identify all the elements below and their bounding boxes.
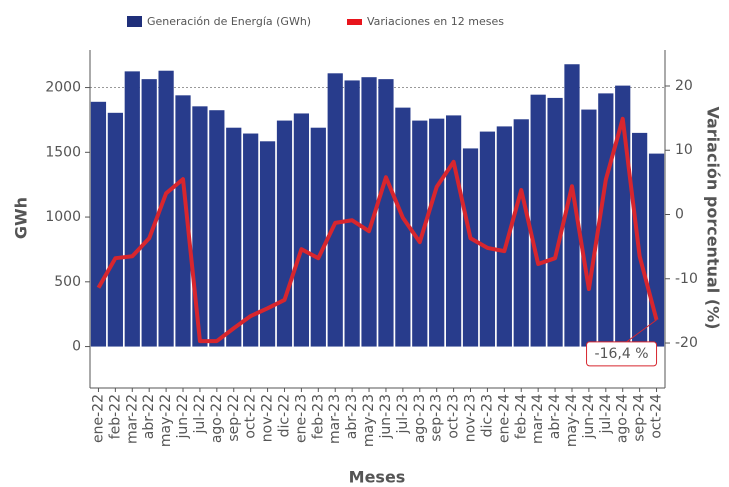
legend-swatch [347, 19, 362, 25]
x-tick-label: mar-22 [124, 394, 140, 444]
y-tick-label: 2000 [45, 80, 81, 96]
y2-tick-label: -10 [675, 271, 698, 287]
x-tick-label: nov-23 [463, 394, 479, 442]
bar [243, 133, 259, 347]
x-tick-label: feb-22 [107, 394, 123, 439]
x-tick-label: ene-23 [293, 394, 309, 443]
bar [378, 79, 394, 347]
x-tick-label: feb-23 [310, 394, 326, 439]
x-tick-label: jun-24 [581, 394, 597, 440]
bar [564, 64, 580, 347]
x-tick-label: abr-24 [547, 394, 563, 439]
bar [581, 109, 597, 347]
bar [344, 80, 360, 347]
bar [632, 132, 648, 347]
x-tick-label: oct-22 [243, 394, 259, 439]
x-tick-label: mar-24 [530, 394, 546, 444]
x-tick-label: feb-24 [513, 394, 529, 439]
annotation-text: -16,4 % [595, 346, 649, 362]
x-tick-label: sep-23 [429, 394, 445, 442]
x-tick-label: may-24 [564, 394, 580, 447]
bar [90, 101, 107, 347]
bar [259, 141, 276, 347]
bar [310, 127, 326, 347]
bar [513, 119, 529, 347]
bar [462, 148, 479, 347]
y-tick-label: 0 [72, 339, 81, 355]
bar [598, 93, 614, 347]
bar [496, 126, 512, 347]
bar [361, 77, 377, 347]
bar [192, 106, 208, 347]
bar [124, 71, 140, 347]
x-tick-label: jul-24 [598, 394, 614, 435]
bar [547, 97, 563, 347]
line-series [96, 116, 659, 344]
x-tick-label: dic-23 [479, 394, 495, 437]
legend-label: Generación de Energía (GWh) [147, 15, 311, 28]
x-tick-label: ene-22 [90, 394, 106, 443]
y2-axis-title: Variación porcentual (%) [704, 106, 723, 329]
x-tick-label: jun-22 [175, 394, 191, 440]
x-tick-label: may-22 [158, 394, 174, 447]
x-tick-label: mar-23 [327, 394, 343, 444]
y2-tick-label: 0 [675, 207, 684, 223]
x-tick-label: sep-22 [226, 394, 242, 442]
y-tick-label: 500 [54, 274, 81, 290]
x-tick-label: jul-22 [192, 394, 208, 435]
y2-tick-label: -20 [675, 335, 698, 351]
annotation-box [586, 341, 658, 367]
x-tick-label: abr-22 [141, 394, 157, 439]
bar [175, 95, 191, 347]
x-tick-label: may-23 [361, 394, 377, 447]
annotation-leader [626, 319, 657, 343]
y-tick-label: 1500 [45, 144, 81, 160]
bar [479, 131, 496, 347]
bar [107, 112, 123, 347]
legend-swatch [127, 16, 142, 27]
x-tick-label: dic-22 [276, 394, 292, 437]
y-tick-label: 1000 [45, 209, 81, 225]
bar [209, 110, 225, 347]
bar [395, 107, 411, 347]
x-tick-label: ene-24 [496, 394, 512, 443]
x-axis-title: Meses [349, 468, 406, 487]
y2-tick-label: 20 [675, 78, 693, 94]
x-tick-label: jul-23 [395, 394, 411, 435]
bar [445, 115, 462, 347]
x-tick-label: abr-23 [344, 394, 360, 439]
bar [276, 120, 293, 347]
legend-label: Variaciones en 12 meses [367, 15, 504, 28]
bar [530, 94, 546, 347]
bar [226, 127, 242, 347]
x-tick-label: ago-23 [412, 394, 428, 443]
x-tick-label: jun-23 [378, 394, 394, 440]
bar [141, 79, 157, 347]
bar [158, 70, 174, 347]
x-tick-label: oct-24 [649, 394, 665, 439]
bar [327, 73, 343, 347]
x-tick-label: ago-24 [615, 394, 631, 443]
y2-tick-label: 10 [675, 142, 693, 158]
x-tick-label: ago-22 [209, 394, 225, 443]
x-tick-label: nov-22 [260, 394, 276, 442]
bar [412, 120, 428, 347]
bar [293, 113, 310, 347]
y-axis-title: GWh [12, 197, 31, 239]
x-tick-label: sep-24 [632, 394, 648, 442]
x-tick-label: oct-23 [446, 394, 462, 439]
bar [429, 118, 445, 347]
